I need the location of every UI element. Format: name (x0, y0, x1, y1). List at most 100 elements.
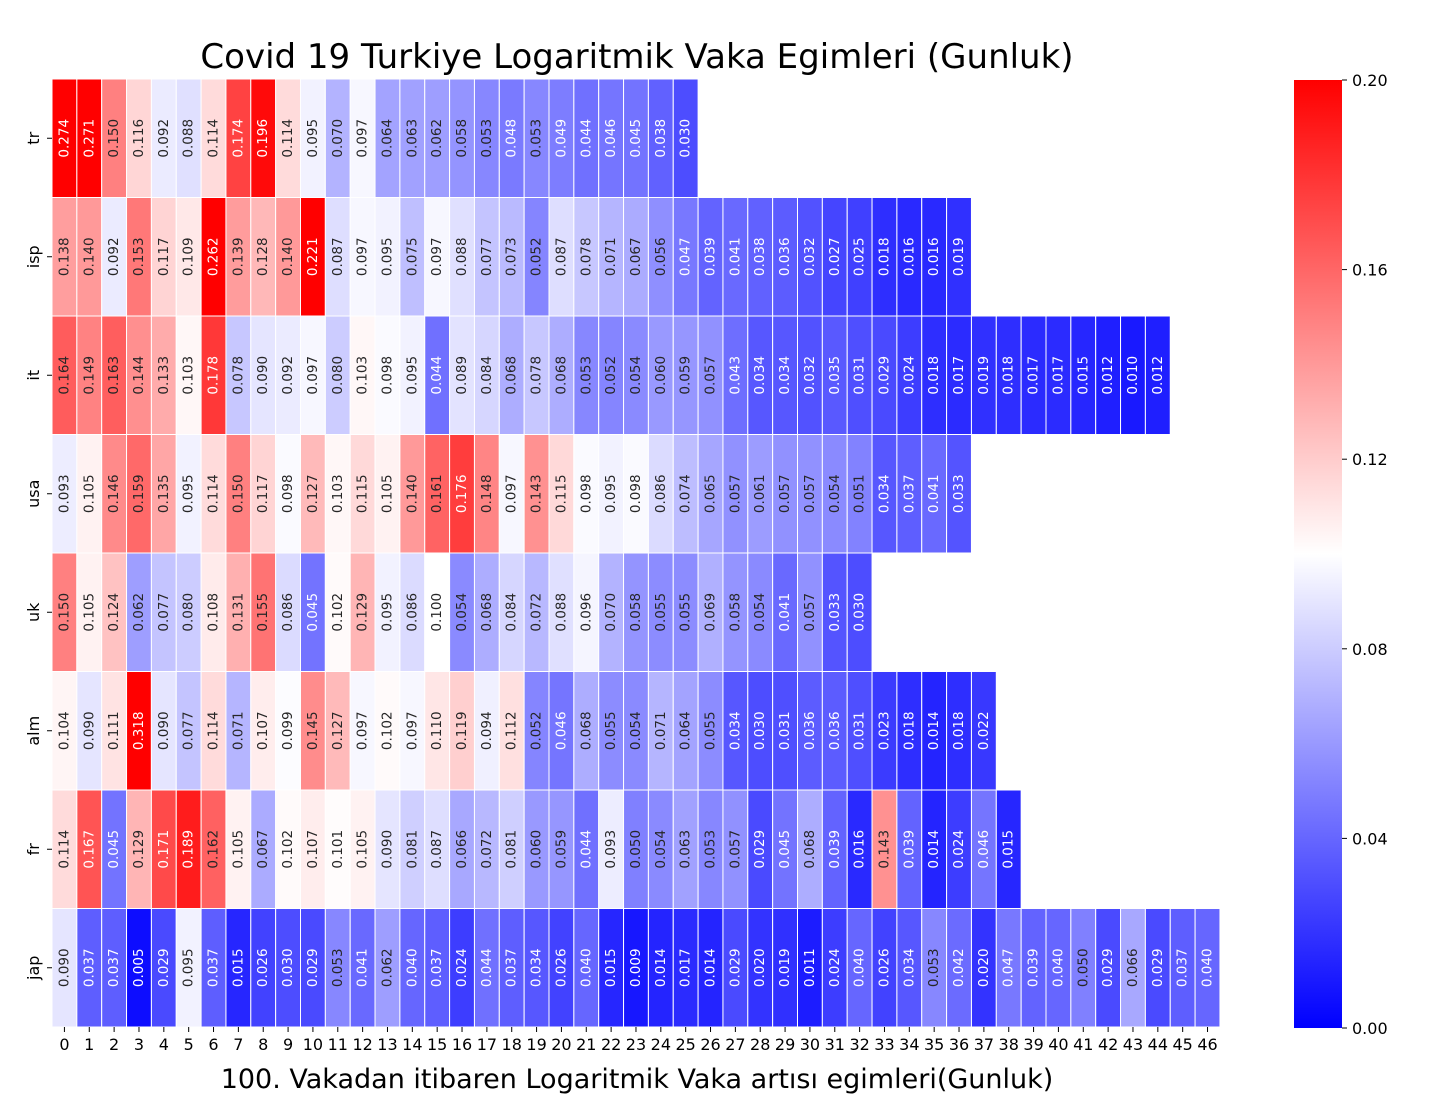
cell-value-label: 0.086 (653, 474, 669, 513)
heatmap-cell (374, 908, 401, 1028)
cell-value-label: 0.053 (330, 948, 346, 987)
heatmap-cell (175, 789, 202, 909)
cell-value-label: 0.034 (727, 711, 743, 750)
cell-value-label: 0.080 (330, 356, 346, 395)
heatmap-cell (747, 789, 774, 909)
x-tick-label: 27 (725, 1035, 745, 1054)
cell-value-label: 0.054 (752, 593, 768, 632)
cell-value-label: 0.055 (703, 711, 719, 750)
cell-value-label: 0.057 (802, 593, 818, 632)
y-tick-label: it (24, 370, 43, 381)
cell-value-label: 0.103 (330, 474, 346, 513)
heatmap-cell (797, 789, 823, 909)
cell-value-label: 0.016 (901, 237, 917, 276)
heatmap-cell (51, 671, 78, 791)
x-tick-label: 31 (825, 1035, 845, 1054)
x-tick-label: 15 (427, 1035, 447, 1054)
cell-value-label: 0.018 (901, 711, 917, 750)
x-tick-label: 39 (1023, 1035, 1043, 1054)
cell-value-label: 0.069 (703, 593, 719, 632)
cell-value-label: 0.162 (206, 830, 222, 869)
cell-value-label: 0.078 (578, 237, 594, 276)
cell-value-label: 0.063 (404, 119, 420, 158)
cell-value-label: 0.140 (404, 474, 420, 513)
x-tick-label: 40 (1048, 1035, 1068, 1054)
cell-value-label: 0.144 (131, 356, 147, 395)
heatmap-cell (399, 671, 426, 791)
cell-value-label: 0.010 (1125, 356, 1141, 395)
cell-value-label: 0.037 (504, 948, 520, 987)
cell-value-label: 0.066 (1125, 948, 1141, 987)
cell-value-label: 0.114 (206, 474, 222, 513)
heatmap-cell (51, 315, 78, 435)
heatmap-cell (424, 197, 451, 317)
cell-value-label: 0.056 (653, 237, 669, 276)
cell-value-label: 0.090 (81, 711, 97, 750)
cell-value-label: 0.037 (106, 948, 122, 987)
cell-value-label: 0.064 (678, 711, 694, 750)
cell-value-label: 0.090 (255, 356, 271, 395)
cell-value-label: 0.084 (504, 593, 520, 632)
heatmap-cell (250, 671, 277, 791)
cell-value-label: 0.026 (255, 948, 271, 987)
cell-value-label: 0.080 (181, 593, 197, 632)
heatmap-cell (1144, 315, 1171, 435)
heatmap-cell (225, 78, 252, 198)
cell-value-label: 0.084 (479, 356, 495, 395)
heatmap-cell (250, 908, 277, 1028)
heatmap-cell (647, 197, 674, 317)
cell-value-label: 0.014 (653, 948, 669, 987)
colorbar-tick-label: 0.08 (1352, 640, 1388, 659)
heatmap-cell (300, 552, 326, 672)
cell-value-label: 0.039 (1026, 948, 1042, 987)
x-tick-label: 43 (1123, 1035, 1143, 1054)
cell-value-label: 0.036 (777, 237, 793, 276)
heatmap-cell (548, 197, 575, 317)
heatmap-cell (821, 671, 848, 791)
cell-value-label: 0.024 (951, 830, 967, 869)
cell-value-label: 0.095 (305, 119, 321, 158)
x-tick-label: 21 (576, 1035, 596, 1054)
cell-value-label: 0.041 (926, 474, 942, 513)
cell-value-label: 0.068 (479, 593, 495, 632)
heatmap-cell (349, 671, 376, 791)
heatmap-cell (275, 552, 301, 672)
cell-value-label: 0.131 (230, 593, 246, 632)
y-tick-label: usa (24, 480, 43, 508)
cell-value-label: 0.078 (529, 356, 545, 395)
x-tick-label: 7 (233, 1035, 243, 1054)
cell-value-label: 0.073 (504, 237, 520, 276)
cell-value-label: 0.105 (230, 830, 246, 869)
cell-value-label: 0.095 (181, 474, 197, 513)
heatmap-cell (747, 671, 774, 791)
cell-value-label: 0.081 (404, 830, 420, 869)
cell-value-label: 0.015 (1075, 356, 1091, 395)
x-tick-label: 38 (999, 1035, 1019, 1054)
cell-value-label: 0.053 (578, 356, 594, 395)
cell-value-label: 0.098 (578, 474, 594, 513)
heatmap-cell (300, 315, 326, 435)
cell-value-label: 0.117 (156, 237, 172, 276)
cell-value-label: 0.114 (206, 119, 222, 158)
cell-value-label: 0.014 (703, 948, 719, 987)
heatmap-cell (1120, 908, 1146, 1028)
cell-value-label: 0.163 (106, 356, 122, 395)
cell-value-label: 0.062 (131, 593, 147, 632)
x-tick-label: 10 (303, 1035, 323, 1054)
x-tick-label: 33 (874, 1035, 894, 1054)
cell-value-label: 0.155 (255, 593, 271, 632)
heatmap-cell (1020, 315, 1047, 435)
heatmap-cell (150, 315, 177, 435)
heatmap-cell (150, 197, 177, 317)
x-tick-label: 36 (949, 1035, 969, 1054)
heatmap-cell (722, 552, 749, 672)
x-tick-label: 13 (377, 1035, 397, 1054)
cell-value-label: 0.053 (926, 948, 942, 987)
cell-value-label: 0.017 (1050, 356, 1066, 395)
x-tick-label: 37 (974, 1035, 994, 1054)
heatmap-cell (374, 78, 401, 198)
heatmap-cell (424, 315, 451, 435)
x-tick-label: 9 (283, 1035, 293, 1054)
heatmap-cell (449, 552, 475, 672)
